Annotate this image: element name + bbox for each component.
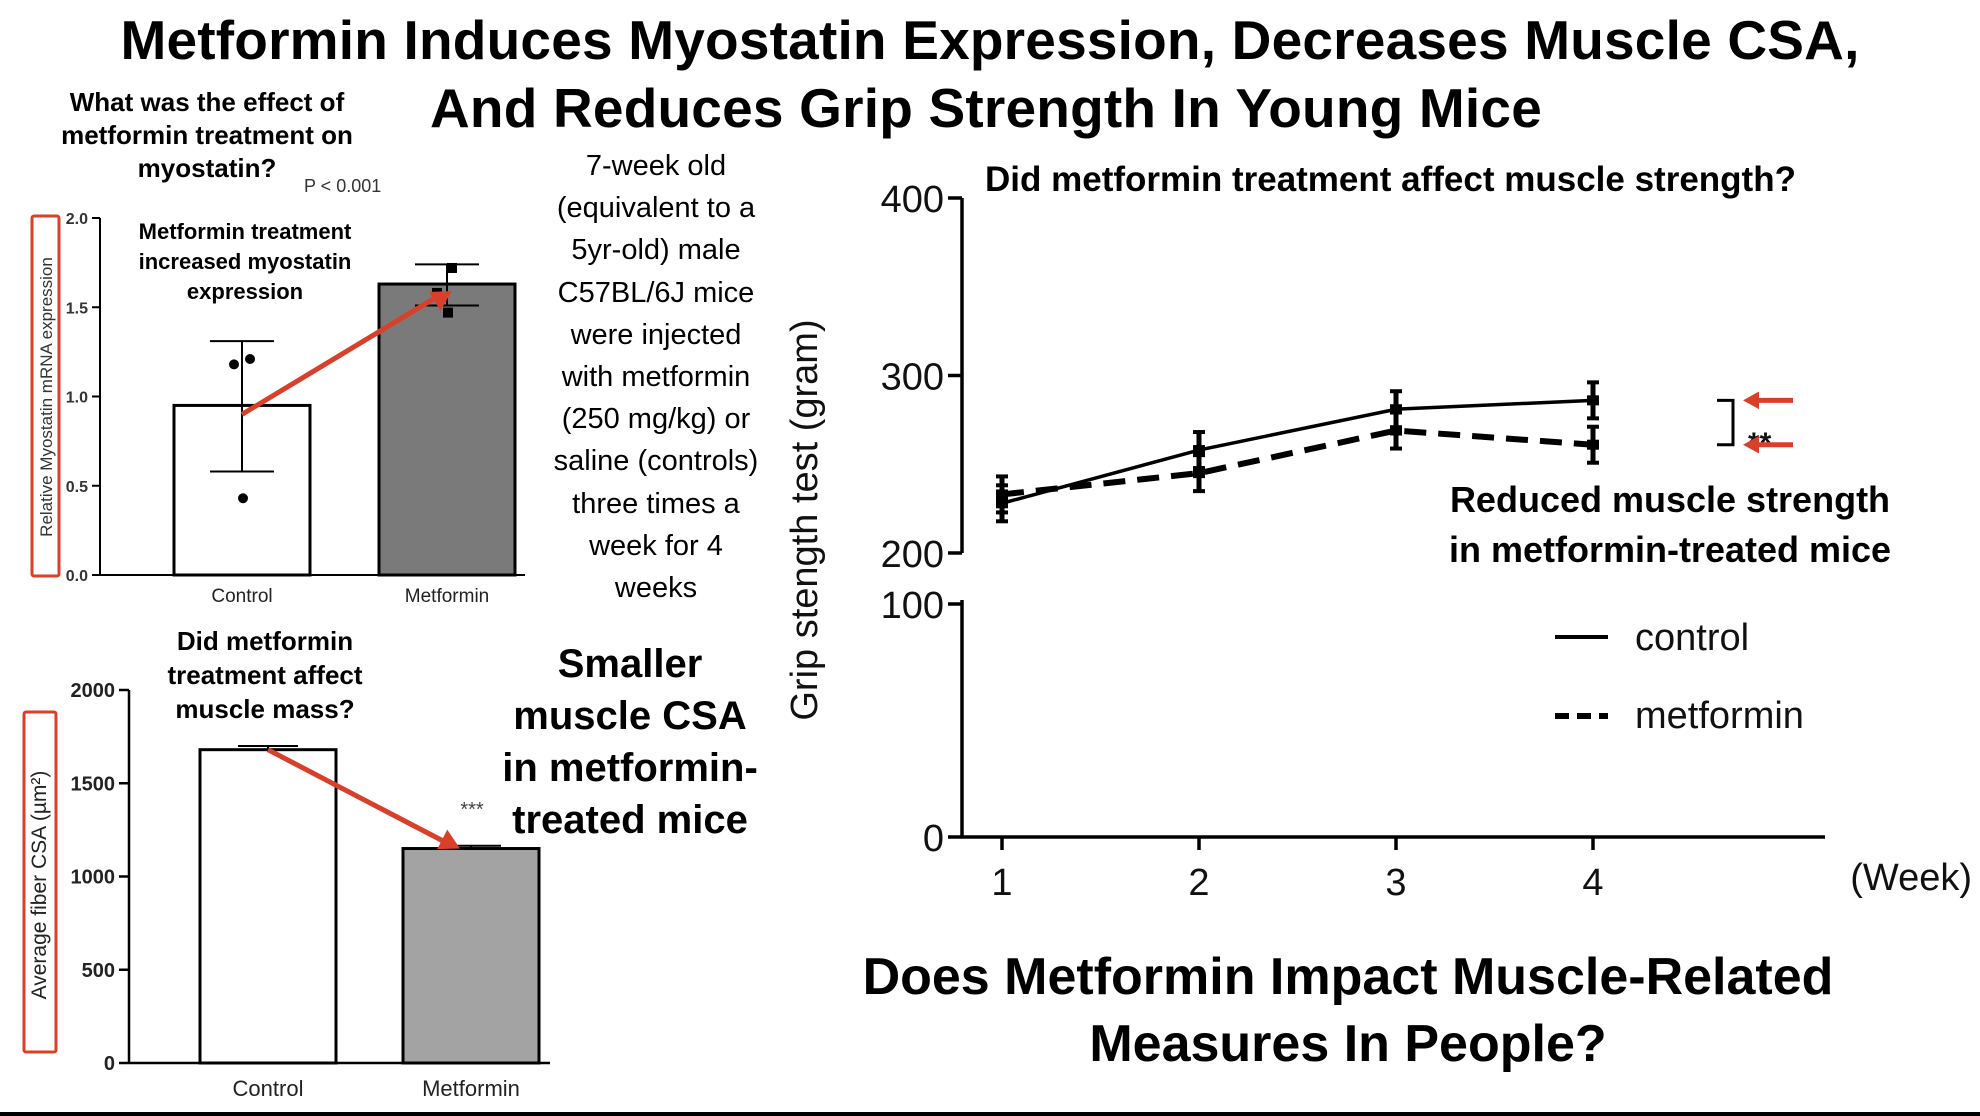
myostatin-question-line: What was the effect of — [69, 87, 345, 117]
x-tick-label: 2 — [1188, 862, 1209, 904]
desc-line: (250 mg/kg) or — [561, 403, 751, 436]
data-point — [229, 359, 239, 370]
data-point — [447, 262, 457, 273]
y-tick-label: 100 — [881, 585, 944, 627]
myostatin-question-line: metformin treatment on — [61, 120, 353, 150]
myostatin-bar-chart: 0.0 0.5 1.0 1.5 2.0 Control Metformin Relative … — [30, 211, 525, 607]
csa-conclusion-line: muscle CSA — [513, 694, 747, 738]
x-axis-label: (Week) — [1850, 857, 1972, 899]
y-tick-label: 400 — [881, 179, 944, 221]
title-line-1: Metformin Induces Myostatin Expression, … — [120, 9, 1860, 71]
csa-question: Did metformin treatment affect muscle ma… — [120, 624, 410, 726]
data-point — [245, 354, 255, 365]
bar-metformin — [401, 847, 541, 1065]
y-tick-label: 1000 — [71, 867, 116, 889]
y-axis-label: Grip stength test (gram) — [784, 319, 826, 720]
desc-line: (equivalent to a — [556, 192, 756, 225]
study-description: 7-week old (equivalent to a 5yr-old) mal… — [526, 145, 786, 609]
desc-line: saline (controls) — [553, 445, 759, 478]
y-tick-label: 1.5 — [66, 300, 88, 317]
desc-line: C57BL/6J mice — [557, 276, 755, 309]
bottom-question-line: Measures In People? — [1089, 1015, 1607, 1073]
grip-conclusion-line: Reduced muscle strength — [1449, 479, 1891, 520]
csa-significance: *** — [460, 799, 484, 821]
bar-control — [198, 748, 338, 1065]
legend-label-metformin: metformin — [1635, 695, 1804, 737]
x-tick-label: Metformin — [422, 1076, 520, 1101]
x-tick-label: Metformin — [405, 586, 489, 607]
y-axis-label: Average fiber CSA (µm²) — [28, 771, 51, 1000]
data-point-control — [1587, 395, 1599, 406]
x-tick-label: Control — [211, 586, 272, 607]
grip-question: Did metformin treatment affect muscle st… — [985, 160, 1796, 199]
csa-question-line: treatment affect — [167, 660, 363, 690]
bar-metformin — [377, 282, 517, 577]
csa-conclusion: Smaller muscle CSA in metformin- treated… — [480, 638, 780, 846]
grip-conclusion-line: in metformin-treated mice — [1448, 529, 1892, 570]
grip-conclusion: Reduced muscle strength in metformin-tre… — [1400, 475, 1940, 575]
csa-question-line: muscle mass? — [175, 694, 355, 724]
legend-label-control: control — [1635, 617, 1749, 659]
data-point-metformin — [1390, 425, 1402, 436]
csa-conclusion-line: Smaller — [557, 642, 703, 686]
trend-arrow-head — [429, 291, 452, 311]
y-tick-label: 0.0 — [66, 568, 88, 585]
myostatin-annotation-line: Metformin treatment — [138, 219, 352, 244]
y-tick-label: 0.5 — [66, 479, 88, 496]
trend-arrow — [240, 294, 440, 417]
desc-line: 5yr-old) male — [571, 234, 741, 267]
data-point — [443, 307, 453, 318]
y-axis-label: Relative Myostatin mRNA expression — [37, 257, 56, 537]
y-tick-label: 0 — [104, 1053, 115, 1075]
csa-conclusion-line: treated mice — [512, 798, 748, 842]
csa-bar-chart: 0 500 1000 1500 2000 Control Metformin *** Avera… — [22, 680, 550, 1101]
bottom-question: Does Metformin Impact Muscle-Related Mea… — [748, 944, 1948, 1078]
series-line-control — [1001, 398, 1594, 505]
data-point-metformin — [1193, 468, 1205, 479]
myostatin-question-line: myostatin? — [137, 153, 277, 183]
y-tick-label: 500 — [82, 960, 115, 982]
y-tick-label: 0 — [923, 818, 944, 860]
desc-line: three times a — [572, 487, 740, 520]
y-tick-label: 1500 — [71, 773, 116, 795]
significance-arrow-head — [1743, 391, 1759, 410]
data-point-control — [1193, 445, 1205, 456]
data-point-control — [1390, 404, 1402, 415]
myostatin-annotation-line: increased myostatin — [138, 249, 352, 274]
desc-line: were injected — [570, 318, 742, 351]
desc-line: with metformin — [561, 361, 751, 394]
data-point-metformin — [1587, 439, 1599, 450]
desc-line: week for 4 — [589, 529, 723, 562]
y-tick-label: 2.0 — [66, 211, 88, 228]
myostatin-pvalue: P < 0.001 — [304, 176, 382, 196]
significance-arrow-head — [1743, 435, 1759, 454]
trend-arrow-head — [437, 829, 460, 850]
myostatin-question: What was the effect of metformin treatme… — [22, 86, 392, 185]
csa-conclusion-line: in metformin- — [502, 746, 758, 790]
bottom-rule — [0, 1112, 1980, 1116]
y-axis-label-highlight — [30, 214, 61, 578]
myostatin-annotation: Metformin treatment increased myostatin … — [110, 217, 380, 307]
title-line-2: And Reduces Grip Strength In Young Mice — [430, 77, 1542, 139]
x-tick-label: 4 — [1582, 862, 1603, 904]
significance-bracket — [1717, 398, 1735, 447]
grip-line-chart: 200 300 400 0 100 1 2 3 4 (Week) Grip stength test… — [784, 179, 1972, 904]
desc-line: 7-week old — [585, 150, 727, 182]
data-point — [238, 493, 248, 504]
desc-line: weeks — [614, 572, 698, 605]
y-tick-label: 300 — [881, 357, 944, 399]
y-tick-label: 2000 — [71, 680, 116, 702]
trend-arrow — [266, 747, 448, 845]
x-tick-label: Control — [233, 1076, 304, 1101]
y-tick-label: 200 — [881, 534, 944, 576]
bottom-question-line: Does Metformin Impact Muscle-Related — [862, 948, 1834, 1006]
y-axis-label-highlight — [22, 710, 58, 1054]
myostatin-annotation-line: expression — [186, 279, 304, 304]
data-point-metformin — [996, 489, 1008, 500]
csa-question-line: Did metformin — [176, 626, 354, 656]
y-tick-label: 1.0 — [66, 390, 88, 407]
x-tick-label: 3 — [1385, 862, 1406, 904]
x-tick-label: 1 — [991, 862, 1012, 904]
